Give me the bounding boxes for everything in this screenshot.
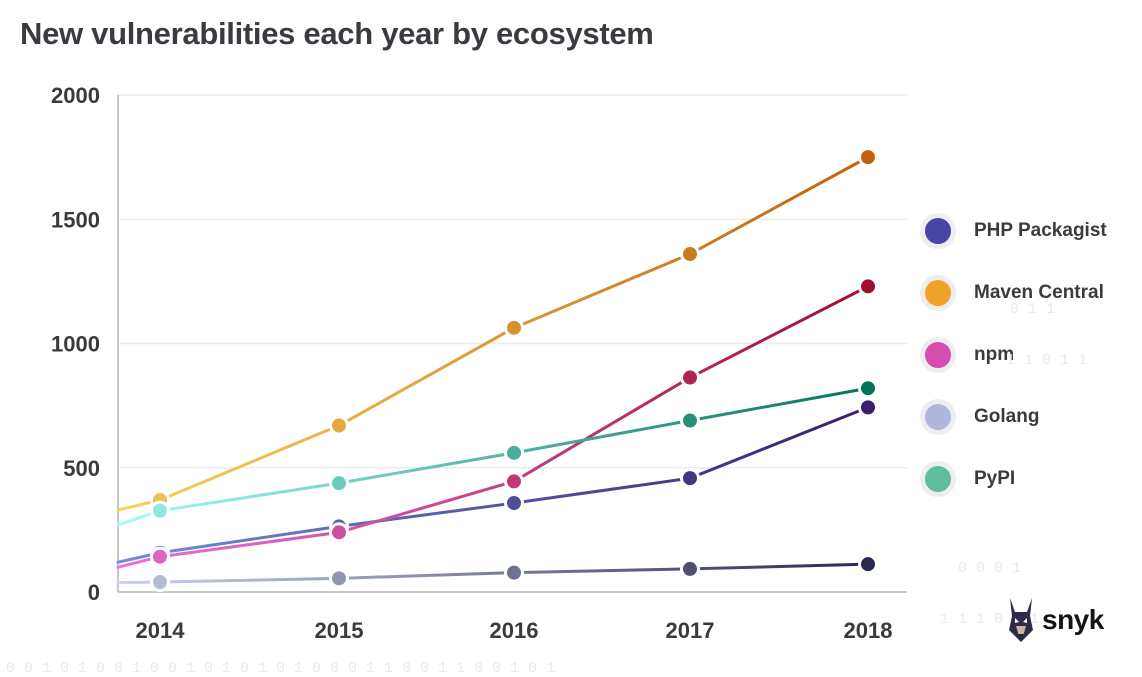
x-tick-label: 2016 <box>490 618 539 643</box>
data-point[interactable] <box>680 367 700 388</box>
legend-label: npm <box>974 344 1015 365</box>
chart-title: New vulnerabilities each year by ecosyst… <box>20 16 654 51</box>
data-point[interactable] <box>680 558 700 579</box>
data-point[interactable] <box>150 572 170 593</box>
x-tick-label: 2014 <box>136 618 186 643</box>
data-point[interactable] <box>504 471 524 492</box>
y-tick-label: 1500 <box>51 207 100 232</box>
data-point[interactable] <box>858 397 878 418</box>
y-tick-labels: 0 500 1000 1500 2000 <box>51 83 100 605</box>
data-point[interactable] <box>150 500 170 521</box>
legend-swatch <box>920 337 956 373</box>
legend-item-npm[interactable]: npm <box>920 324 1107 386</box>
legend-swatch <box>920 275 956 311</box>
data-point[interactable] <box>329 568 349 589</box>
legend-swatch <box>920 461 956 497</box>
y-tick-label: 500 <box>63 456 100 481</box>
binary-decoration: 0 0 0 1 <box>958 560 1022 577</box>
series-line-golang <box>116 562 870 585</box>
legend-item-maven-central[interactable]: Maven Central <box>920 262 1107 324</box>
data-point[interactable] <box>329 522 349 543</box>
data-point[interactable] <box>329 473 349 494</box>
data-point[interactable] <box>150 546 170 567</box>
x-tick-label: 2018 <box>844 618 893 643</box>
series-line-npm <box>116 284 870 569</box>
legend-label: Golang <box>974 406 1040 427</box>
legend: PHP Packagist Maven Central npm Golang P… <box>920 200 1107 510</box>
data-point[interactable] <box>680 244 700 265</box>
binary-decoration: 0 0 1 0 1 0 0 1 0 0 1 0 1 0 1 0 1 0 0 0 … <box>6 660 556 677</box>
legend-label: Maven Central <box>974 282 1104 303</box>
legend-item-golang[interactable]: Golang <box>920 386 1107 448</box>
data-point[interactable] <box>858 276 878 297</box>
y-tick-label: 2000 <box>51 83 100 108</box>
x-tick-label: 2017 <box>666 618 715 643</box>
data-point[interactable] <box>504 442 524 463</box>
data-point[interactable] <box>504 493 524 514</box>
data-point[interactable] <box>858 147 878 168</box>
snyk-logo[interactable]: snyk <box>1006 596 1104 644</box>
y-tick-label: 1000 <box>51 332 100 357</box>
data-point[interactable] <box>680 468 700 489</box>
doberman-logo-icon <box>1009 598 1033 642</box>
legend-label: PyPI <box>974 468 1016 489</box>
data-point[interactable] <box>858 378 878 399</box>
data-point[interactable] <box>504 317 524 338</box>
binary-decoration: 0 1 1 <box>1010 301 1056 318</box>
x-tick-label: 2015 <box>315 618 364 643</box>
brand-name: snyk <box>1042 604 1104 635</box>
x-tick-labels: 2014 2015 2016 2017 2018 <box>136 618 893 643</box>
data-point[interactable] <box>680 410 700 431</box>
legend-label: PHP Packagist <box>974 220 1107 241</box>
legend-swatch <box>920 213 956 249</box>
legend-item-php-packagist[interactable]: PHP Packagist <box>920 200 1107 262</box>
series-lines <box>116 155 870 585</box>
gridlines <box>118 94 907 469</box>
legend-item-pypi[interactable]: PyPI <box>920 448 1107 510</box>
data-point[interactable] <box>504 562 524 583</box>
legend-swatch <box>920 399 956 435</box>
series-points <box>150 147 878 593</box>
data-point[interactable] <box>858 554 878 575</box>
binary-decoration: 1 1 0 1 1 <box>1006 352 1088 369</box>
data-point[interactable] <box>329 415 349 436</box>
series-line-php-packagist <box>116 405 870 564</box>
y-tick-label: 0 <box>88 580 100 605</box>
